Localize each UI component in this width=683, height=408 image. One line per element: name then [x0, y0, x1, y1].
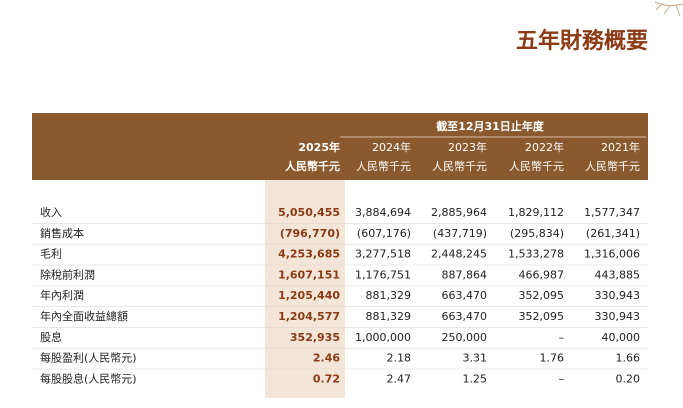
cell: 881,329: [366, 289, 412, 302]
cell: 0.20: [616, 372, 641, 385]
row-label: 年內全面收益總額: [40, 309, 128, 323]
cell: 0.72: [313, 372, 340, 385]
cell: 1,316,006: [584, 248, 640, 261]
cell: 3.31: [463, 352, 488, 365]
cell: 443,885: [595, 268, 641, 281]
column-year: 2021年: [601, 140, 640, 154]
row-label: 年內利潤: [40, 288, 84, 302]
cell: 1.25: [463, 372, 488, 385]
cell: 2,885,964: [431, 206, 487, 219]
cell: 1,176,751: [355, 268, 411, 281]
row-label: 每股盈利(人民幣元): [40, 351, 137, 365]
decoration: [654, 1, 683, 17]
row-label: 股息: [40, 330, 62, 344]
cell: 1.76: [540, 352, 565, 365]
cell: 1,000,000: [355, 331, 411, 344]
cell: 2.18: [387, 352, 412, 365]
cell: 330,943: [595, 310, 641, 323]
title: 五年財務概要: [516, 28, 648, 54]
cell: 5,050,455: [278, 206, 340, 219]
cell: 4,253,685: [278, 248, 340, 261]
cell: 663,470: [442, 289, 488, 302]
column-year: 2022年: [525, 140, 564, 154]
cell: 887,864: [442, 268, 488, 281]
cell: (295,834): [510, 227, 564, 240]
cell: (437,719): [433, 227, 487, 240]
cell: 1,577,347: [584, 206, 640, 219]
cell: 1,204,577: [278, 310, 340, 323]
period-label: 截至12月31日止年度: [436, 119, 545, 133]
header-band: [32, 113, 648, 180]
cell: 352,095: [519, 310, 565, 323]
cell: 3,884,694: [355, 206, 411, 219]
column-unit: 人民幣千元: [432, 160, 487, 173]
cell: –: [559, 372, 565, 385]
cell: 352,935: [290, 331, 340, 344]
column-year: 2023年: [448, 140, 487, 154]
column-unit: 人民幣千元: [356, 160, 411, 173]
cell: 2.46: [313, 352, 340, 365]
row-label: 收入: [40, 205, 62, 219]
column-unit: 人民幣千元: [509, 160, 564, 173]
cell: 1,533,278: [508, 248, 564, 261]
row-label: 銷售成本: [40, 226, 84, 240]
cell: 663,470: [442, 310, 488, 323]
cell: 352,095: [519, 289, 565, 302]
cell: –: [559, 331, 565, 344]
cell: 2,448,245: [431, 248, 487, 261]
cell: 881,329: [366, 310, 412, 323]
cell: (607,176): [357, 227, 411, 240]
cell: 2.47: [387, 372, 412, 385]
column-unit: 人民幣千元: [585, 160, 640, 173]
cell: 1,205,440: [278, 289, 340, 302]
cell: 1.66: [616, 352, 641, 365]
cell: (261,341): [586, 227, 640, 240]
cell: 330,943: [595, 289, 641, 302]
highlight-column: [265, 180, 345, 398]
cell: 3,277,518: [355, 248, 411, 261]
row-label: 除稅前利潤: [40, 267, 95, 281]
row-label: 每股股息(人民幣元): [40, 371, 137, 385]
row-label: 毛利: [40, 248, 62, 261]
column-unit: 人民幣千元: [285, 159, 340, 173]
cell: 40,000: [602, 331, 641, 344]
cell: 466,987: [519, 268, 565, 281]
cell: (796,770): [280, 227, 340, 240]
column-year: 2025年: [298, 140, 340, 154]
cell: 1,829,112: [508, 206, 564, 219]
cell: 1,607,151: [278, 268, 340, 281]
cell: 250,000: [442, 331, 488, 344]
column-year: 2024年: [372, 140, 411, 154]
